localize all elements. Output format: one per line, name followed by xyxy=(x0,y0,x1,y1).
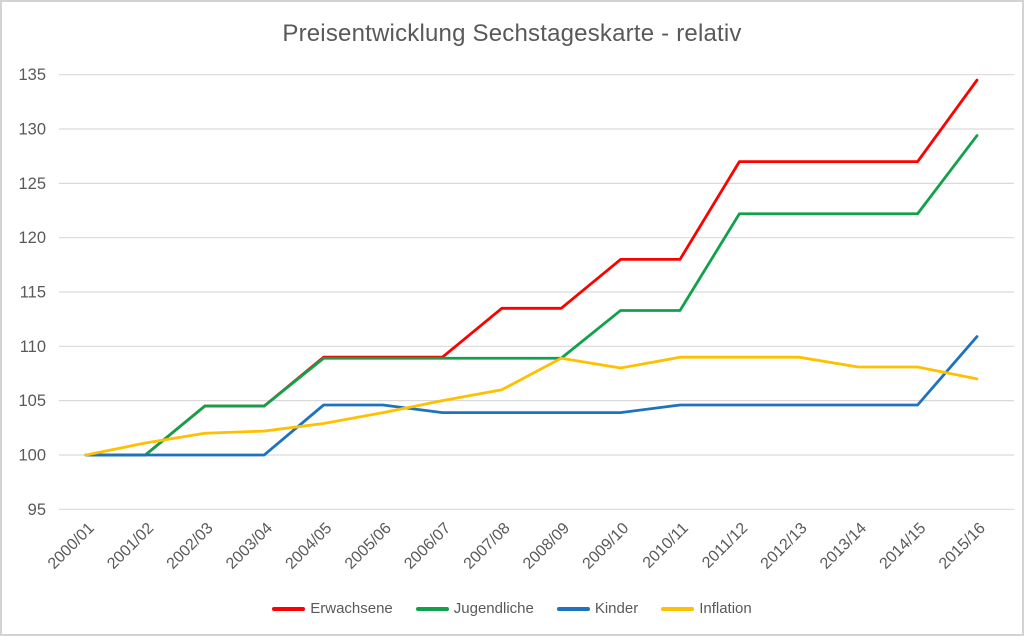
x-axis-label: 2008/09 xyxy=(520,520,573,573)
x-axis-label: 2010/11 xyxy=(640,520,692,572)
y-axis-label: 95 xyxy=(28,501,46,519)
x-axis-label: 2013/14 xyxy=(817,520,870,573)
x-axis-label: 2015/16 xyxy=(936,520,989,573)
y-axis-label: 135 xyxy=(18,66,46,84)
x-axis-label: 2001/02 xyxy=(104,520,157,573)
series-line-inflation xyxy=(84,355,979,457)
legend-swatch-erwachsene xyxy=(272,607,306,611)
x-axis-label: 2005/06 xyxy=(342,520,395,573)
legend-label-kinder: Kinder xyxy=(594,600,639,617)
legend-item-inflation: Inflation xyxy=(661,600,752,618)
x-axis-label: 2003/04 xyxy=(223,520,276,573)
y-axis-label: 120 xyxy=(18,229,46,247)
x-axis-label: 2012/13 xyxy=(758,520,811,573)
legend-item-jugendliche: Jugendliche xyxy=(415,600,534,618)
x-axis-label: 2000/01 xyxy=(45,520,98,573)
x-axis-label: 2014/15 xyxy=(877,520,930,573)
chart-legend: Erwachsene Jugendliche Kinder Inflation xyxy=(2,600,1022,618)
x-axis-label: 2004/05 xyxy=(283,520,336,573)
x-axis-label: 2006/07 xyxy=(401,520,454,573)
legend-swatch-jugendliche xyxy=(415,607,449,611)
chart-title: Preisentwicklung Sechstageskarte - relat… xyxy=(282,20,742,47)
legend-label-inflation: Inflation xyxy=(699,600,752,617)
legend-swatch-kinder xyxy=(556,607,590,611)
x-axis-label: 2007/08 xyxy=(461,520,514,573)
legend-item-erwachsene: Erwachsene xyxy=(272,600,393,618)
x-axis-label: 2009/10 xyxy=(580,520,633,573)
series-line-kinder xyxy=(84,335,979,457)
y-axis-label: 130 xyxy=(18,121,46,139)
legend-label-jugendliche: Jugendliche xyxy=(453,600,534,617)
legend-swatch-inflation xyxy=(661,607,695,611)
y-axis-label: 105 xyxy=(18,392,46,410)
y-axis-label: 110 xyxy=(20,338,46,356)
y-axis-label: 125 xyxy=(18,175,46,193)
y-axis-label: 115 xyxy=(20,284,46,302)
y-axis-label: 100 xyxy=(18,446,46,464)
x-axis-label: 2002/03 xyxy=(164,520,217,573)
x-axis-label: 2011/12 xyxy=(699,520,751,572)
series-line-erwachsene xyxy=(84,78,979,457)
legend-label-erwachsene: Erwachsene xyxy=(310,600,393,617)
legend-item-kinder: Kinder xyxy=(556,600,639,618)
series-line-jugendliche xyxy=(84,134,979,457)
